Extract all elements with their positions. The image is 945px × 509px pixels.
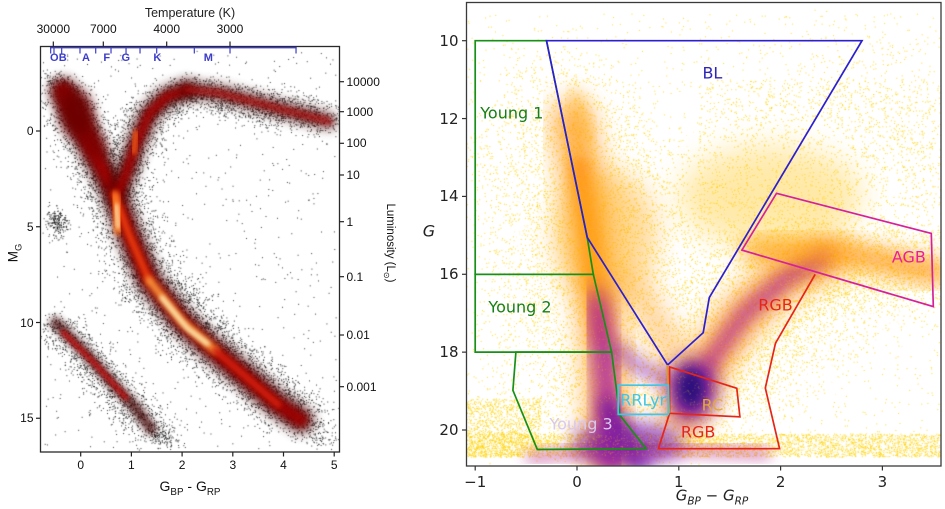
- scatter-canvas-over: [0, 0, 945, 509]
- axes-and-regions-svg: [36, 1, 942, 471]
- hr-diagram-figure: BL Young 1 Young 2 Young 3 RRLyr RC RGB RGB AGB 0…: [0, 0, 945, 509]
